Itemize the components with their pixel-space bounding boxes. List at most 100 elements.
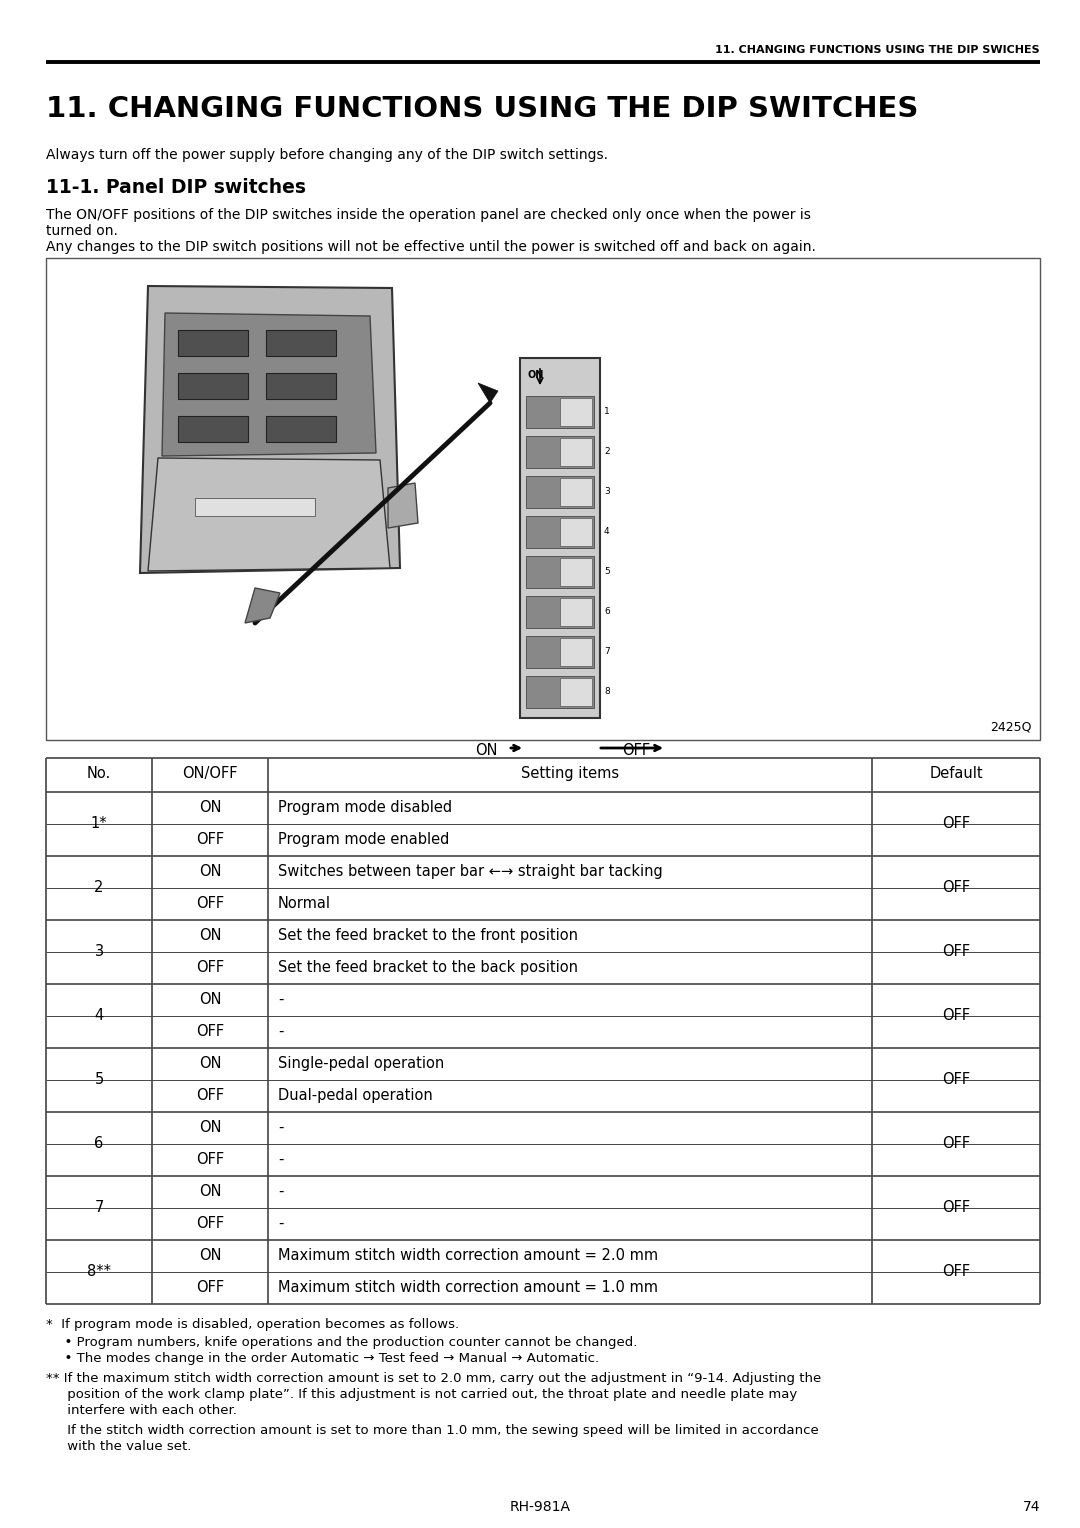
Text: 3: 3 (604, 487, 610, 497)
Text: Program mode disabled: Program mode disabled (278, 801, 453, 814)
Polygon shape (478, 384, 498, 403)
Text: OFF: OFF (942, 1137, 970, 1152)
Text: interfere with each other.: interfere with each other. (46, 1404, 237, 1416)
Text: OFF: OFF (942, 944, 970, 960)
Text: -: - (278, 1216, 283, 1232)
Text: ** If the maximum stitch width correction amount is set to 2.0 mm, carry out the: ** If the maximum stitch width correctio… (46, 1372, 821, 1384)
Bar (519, 358, 600, 718)
Text: OFF: OFF (195, 833, 224, 847)
Bar (561, 397, 592, 426)
Text: OFF: OFF (942, 816, 970, 831)
Bar (526, 435, 594, 468)
Text: 7: 7 (94, 1201, 104, 1215)
Polygon shape (388, 483, 418, 529)
Polygon shape (162, 313, 376, 455)
Text: OFF: OFF (195, 960, 224, 975)
Text: • Program numbers, knife operations and the production counter cannot be changed: • Program numbers, knife operations and … (56, 1335, 637, 1349)
Bar (561, 558, 592, 587)
Bar (178, 416, 248, 442)
Polygon shape (148, 458, 390, 571)
Text: -: - (278, 1184, 283, 1199)
Text: ON: ON (475, 743, 498, 758)
Bar (561, 439, 592, 466)
Text: ON: ON (199, 863, 221, 879)
Text: 5: 5 (604, 567, 610, 576)
Text: Default: Default (929, 766, 983, 781)
Text: ON: ON (199, 1056, 221, 1071)
Text: OFF: OFF (942, 1201, 970, 1215)
Bar (526, 675, 594, 707)
Bar (561, 597, 592, 626)
Text: -: - (278, 1120, 283, 1135)
Text: ON/OFF: ON/OFF (183, 766, 238, 781)
Text: If the stitch width correction amount is set to more than 1.0 mm, the sewing spe: If the stitch width correction amount is… (46, 1424, 819, 1436)
Text: OFF: OFF (195, 1024, 224, 1039)
Bar (46, 258, 1040, 740)
Text: 1*: 1* (91, 816, 107, 831)
Bar (526, 396, 594, 428)
Text: 7: 7 (604, 648, 610, 657)
Bar (526, 556, 594, 588)
Text: The ON/OFF positions of the DIP switches inside the operation panel are checked : The ON/OFF positions of the DIP switches… (46, 208, 811, 222)
Bar (195, 498, 315, 516)
Text: Set the feed bracket to the front position: Set the feed bracket to the front positi… (278, 927, 578, 943)
Text: ON: ON (199, 992, 221, 1007)
Text: OFF: OFF (622, 743, 650, 758)
Text: Setting items: Setting items (521, 766, 619, 781)
Text: OFF: OFF (195, 1088, 224, 1103)
Text: ON: ON (528, 370, 544, 380)
Bar (526, 596, 594, 628)
Bar (561, 518, 592, 545)
Text: OFF: OFF (195, 1152, 224, 1167)
Text: 8: 8 (604, 688, 610, 697)
Text: OFF: OFF (942, 1008, 970, 1024)
Text: Switches between taper bar ←→ straight bar tacking: Switches between taper bar ←→ straight b… (278, 863, 663, 879)
Text: • The modes change in the order Automatic → Test feed → Manual → Automatic.: • The modes change in the order Automati… (56, 1352, 599, 1365)
Text: 2: 2 (94, 880, 104, 895)
Bar (561, 478, 592, 506)
Text: 11. CHANGING FUNCTIONS USING THE DIP SWITCHES: 11. CHANGING FUNCTIONS USING THE DIP SWI… (46, 95, 918, 122)
Polygon shape (245, 588, 280, 623)
Text: Maximum stitch width correction amount = 2.0 mm: Maximum stitch width correction amount =… (278, 1248, 658, 1264)
Bar (526, 636, 594, 668)
Text: No.: No. (86, 766, 111, 781)
Text: 2: 2 (604, 448, 609, 457)
Bar (561, 678, 592, 706)
Text: 4: 4 (94, 1008, 104, 1024)
Text: OFF: OFF (195, 1216, 224, 1232)
Text: OFF: OFF (942, 1265, 970, 1279)
Bar (266, 373, 336, 399)
Text: RH-981A: RH-981A (510, 1500, 570, 1514)
Text: OFF: OFF (195, 895, 224, 911)
Text: 6: 6 (604, 608, 610, 616)
Text: with the value set.: with the value set. (46, 1439, 191, 1453)
Text: 74: 74 (1023, 1500, 1040, 1514)
Text: 2425Q: 2425Q (990, 721, 1032, 733)
Text: OFF: OFF (942, 1073, 970, 1088)
Text: Program mode enabled: Program mode enabled (278, 833, 449, 847)
Bar (526, 516, 594, 549)
Text: -: - (278, 1152, 283, 1167)
Text: Dual-pedal operation: Dual-pedal operation (278, 1088, 433, 1103)
Text: ON: ON (199, 1248, 221, 1264)
Text: Set the feed bracket to the back position: Set the feed bracket to the back positio… (278, 960, 578, 975)
Text: -: - (278, 1024, 283, 1039)
Text: OFF: OFF (195, 1280, 224, 1296)
Text: 11. CHANGING FUNCTIONS USING THE DIP SWICHES: 11. CHANGING FUNCTIONS USING THE DIP SWI… (715, 44, 1040, 55)
Text: 6: 6 (94, 1137, 104, 1152)
Text: Maximum stitch width correction amount = 1.0 mm: Maximum stitch width correction amount =… (278, 1280, 658, 1296)
Text: Always turn off the power supply before changing any of the DIP switch settings.: Always turn off the power supply before … (46, 148, 608, 162)
Bar (266, 416, 336, 442)
Polygon shape (140, 286, 400, 573)
Text: 4: 4 (604, 527, 609, 536)
Text: Normal: Normal (278, 895, 330, 911)
Text: ON: ON (199, 1120, 221, 1135)
Bar (561, 639, 592, 666)
Text: ON: ON (199, 801, 221, 814)
Text: Any changes to the DIP switch positions will not be effective until the power is: Any changes to the DIP switch positions … (46, 240, 815, 254)
Text: *  If program mode is disabled, operation becomes as follows.: * If program mode is disabled, operation… (46, 1319, 459, 1331)
Bar (266, 330, 336, 356)
Bar (178, 373, 248, 399)
Text: ON: ON (199, 927, 221, 943)
Text: Single-pedal operation: Single-pedal operation (278, 1056, 444, 1071)
